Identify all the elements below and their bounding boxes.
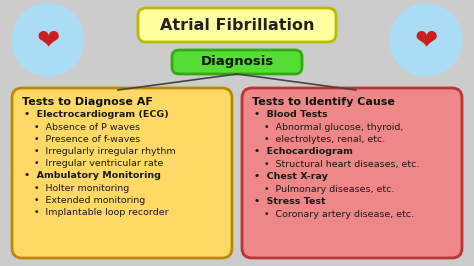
Text: •  Electrocardiogram (ECG): • Electrocardiogram (ECG) [24,110,169,119]
Text: •  Coronary artery disease, etc.: • Coronary artery disease, etc. [264,210,414,219]
FancyBboxPatch shape [172,50,302,74]
Text: •  Absence of P waves: • Absence of P waves [34,123,140,132]
Text: •  Pulmonary diseases, etc.: • Pulmonary diseases, etc. [264,185,394,194]
Text: •  Abnormal glucose, thyroid,: • Abnormal glucose, thyroid, [264,123,403,132]
Text: Tests to Diagnose AF: Tests to Diagnose AF [22,97,153,107]
Text: Atrial Fibrillation: Atrial Fibrillation [160,18,314,32]
Text: •  Chest X-ray: • Chest X-ray [254,172,328,181]
Text: •  Structural heart diseases, etc.: • Structural heart diseases, etc. [264,160,419,169]
Circle shape [390,4,462,76]
Circle shape [12,4,84,76]
Text: •  Holter monitoring: • Holter monitoring [34,184,129,193]
Text: ❤: ❤ [414,26,438,54]
Text: •  Implantable loop recorder: • Implantable loop recorder [34,208,169,217]
Text: •  Echocardiogram: • Echocardiogram [254,147,353,156]
Text: •  Irregularly irregular rhythm: • Irregularly irregular rhythm [34,147,176,156]
FancyBboxPatch shape [242,88,462,258]
Text: •  Presence of f-waves: • Presence of f-waves [34,135,140,144]
Text: •  Extended monitoring: • Extended monitoring [34,196,145,205]
Text: ❤: ❤ [36,26,60,54]
FancyBboxPatch shape [138,8,336,42]
Text: •  Stress Test: • Stress Test [254,197,326,206]
FancyBboxPatch shape [12,88,232,258]
Text: Diagnosis: Diagnosis [201,56,273,69]
Text: Tests to Identify Cause: Tests to Identify Cause [252,97,395,107]
Text: •  Irregular ventricular rate: • Irregular ventricular rate [34,159,164,168]
Text: •  Blood Tests: • Blood Tests [254,110,328,119]
Text: •  electrolytes, renal, etc.: • electrolytes, renal, etc. [264,135,385,144]
Text: •  Ambulatory Monitoring: • Ambulatory Monitoring [24,171,161,180]
